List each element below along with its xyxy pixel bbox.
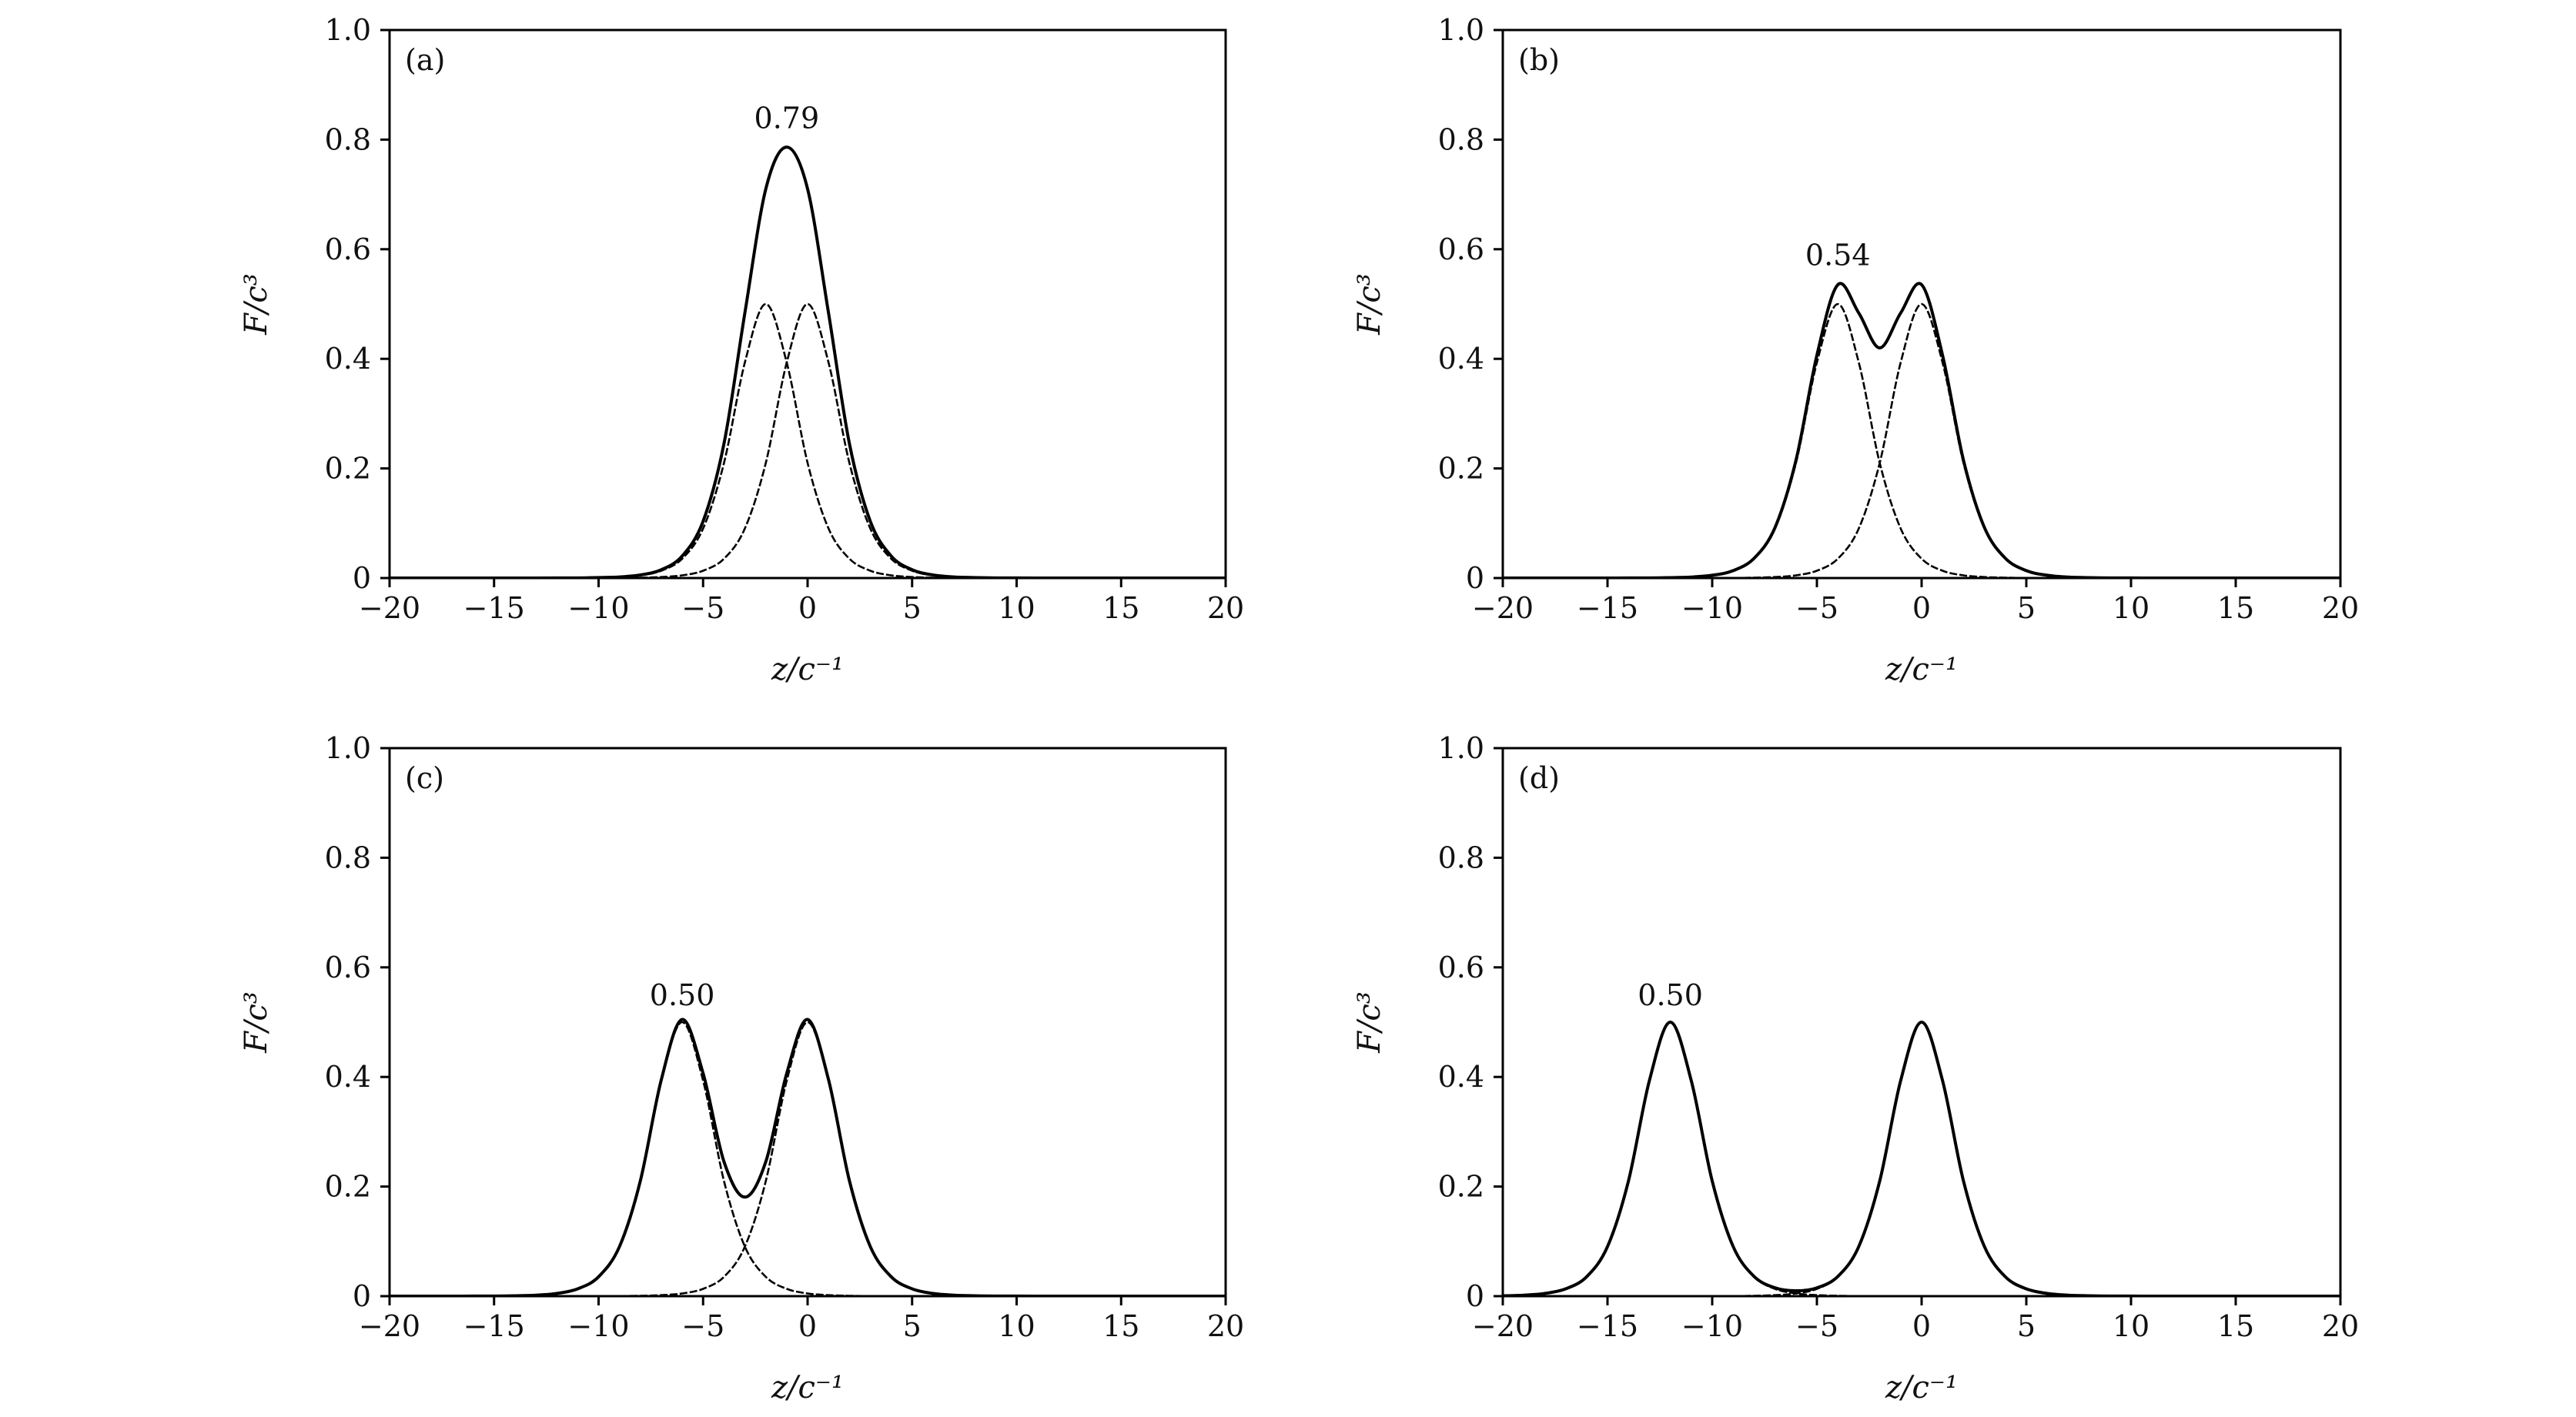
y-tick-label: 1.0 xyxy=(325,731,371,765)
component-line-1 xyxy=(390,302,1226,578)
component-line-1 xyxy=(1503,1021,2340,1296)
x-tick-label: 0 xyxy=(798,1309,817,1343)
y-tick-label: 0 xyxy=(353,561,371,595)
x-tick-label: −20 xyxy=(1472,591,1534,625)
panel-label: (a) xyxy=(405,43,445,77)
component-line-2 xyxy=(390,1021,1226,1296)
x-tick-label: −10 xyxy=(1681,591,1743,625)
x-tick-label: −15 xyxy=(1577,591,1638,625)
x-axis-label: z/c⁻¹ xyxy=(1885,652,1958,687)
x-tick-label: −10 xyxy=(1681,1309,1743,1343)
peak-annotation: 0.54 xyxy=(1805,239,1871,272)
y-axis-label: F/c³ xyxy=(1352,273,1387,336)
x-tick-label: −10 xyxy=(567,1309,629,1343)
x-tick-label: −5 xyxy=(681,591,724,625)
y-tick-label: 1.0 xyxy=(1438,13,1484,47)
x-tick-label: 15 xyxy=(1102,1309,1139,1343)
y-tick-label: 1.0 xyxy=(325,13,371,47)
x-axis-label: z/c⁻¹ xyxy=(1885,1370,1958,1405)
x-tick-label: 0 xyxy=(798,591,817,625)
y-axis-label: F/c³ xyxy=(239,273,274,336)
y-tick-label: 0.6 xyxy=(1438,232,1484,266)
panel-c: −20 −15 −10 −5 0 5 10 15 20 0 0.2 0.4 0.6 0.8 1.0 z/c⁻¹… xyxy=(239,731,1244,1405)
x-tick-label: 20 xyxy=(1207,591,1244,625)
x-tick-label: −5 xyxy=(681,1309,724,1343)
y-tick-label: 1.0 xyxy=(1438,731,1484,765)
x-tick-label: −15 xyxy=(1577,1309,1638,1343)
x-tick-label: 5 xyxy=(903,1309,922,1343)
panel-label: (c) xyxy=(405,761,444,795)
y-tick-label: 0.4 xyxy=(1438,342,1484,376)
y-tick-label: 0 xyxy=(353,1279,371,1313)
x-tick-label: −20 xyxy=(1472,1309,1534,1343)
x-tick-label: −15 xyxy=(463,1309,525,1343)
panel-label: (d) xyxy=(1518,761,1560,795)
x-tick-label: 20 xyxy=(2322,591,2359,625)
x-tick-label: 5 xyxy=(2017,1309,2036,1343)
panel-d: −20 −15 −10 −5 0 5 10 15 20 0 0.2 0.4 0.6 0.8 1.0 z/c⁻¹… xyxy=(1352,731,2359,1405)
x-tick-label: 10 xyxy=(2113,591,2149,625)
x-tick-label: 5 xyxy=(903,591,922,625)
x-tick-label: −5 xyxy=(1795,591,1838,625)
x-axis-label: z/c⁻¹ xyxy=(771,1370,844,1405)
x-tick-label: −5 xyxy=(1795,1309,1838,1343)
component-line-2 xyxy=(1503,1021,2340,1296)
x-tick-label: 15 xyxy=(2217,591,2254,625)
panel-a: −20 −15 −10 −5 0 5 10 15 20 0 0.2 0.4 0.6 0.8 1.0 z/c⁻¹… xyxy=(239,13,1244,687)
x-tick-label: 10 xyxy=(998,591,1035,625)
y-tick-label: 0 xyxy=(1466,1279,1484,1313)
y-tick-label: 0.8 xyxy=(1438,841,1484,874)
x-tick-label: 15 xyxy=(2217,1309,2254,1343)
y-tick-label: 0.4 xyxy=(325,1060,371,1094)
y-tick-label: 0.2 xyxy=(1438,452,1484,486)
x-tick-label: 0 xyxy=(1912,591,1931,625)
y-tick-label: 0.6 xyxy=(325,232,371,266)
x-tick-label: 20 xyxy=(2322,1309,2359,1343)
panel-label: (b) xyxy=(1518,43,1560,77)
y-tick-label: 0.2 xyxy=(325,452,371,486)
y-tick-label: 0.4 xyxy=(325,342,371,376)
sum-line xyxy=(390,1018,1226,1296)
x-tick-label: 5 xyxy=(2017,591,2036,625)
x-tick-label: 0 xyxy=(1912,1309,1931,1343)
peak-annotation: 0.50 xyxy=(650,978,715,1012)
x-tick-label: −20 xyxy=(359,1309,420,1343)
sum-line xyxy=(1503,282,2340,578)
component-line-2 xyxy=(390,302,1226,578)
y-tick-label: 0.2 xyxy=(325,1170,371,1204)
x-tick-label: 20 xyxy=(1207,1309,1244,1343)
sum-line xyxy=(1503,1020,2340,1296)
y-tick-label: 0.8 xyxy=(325,841,371,874)
x-axis-label: z/c⁻¹ xyxy=(771,652,844,687)
y-tick-label: 0.8 xyxy=(1438,122,1484,156)
component-line-1 xyxy=(1503,302,2340,578)
component-line-1 xyxy=(390,1021,1226,1296)
y-axis-label: F/c³ xyxy=(1352,991,1387,1054)
y-tick-label: 0.8 xyxy=(325,122,371,156)
x-tick-label: 10 xyxy=(2113,1309,2149,1343)
plot-frame xyxy=(388,747,1227,1298)
x-tick-label: −15 xyxy=(463,591,525,625)
x-tick-label: −20 xyxy=(359,591,420,625)
y-tick-label: 0 xyxy=(1466,561,1484,595)
peak-annotation: 0.79 xyxy=(754,102,820,135)
sum-line xyxy=(390,145,1226,578)
y-axis-label: F/c³ xyxy=(239,991,274,1054)
panel-b: −20 −15 −10 −5 0 5 10 15 20 0 0.2 0.4 0.6 0.8 1.0 z/c⁻¹… xyxy=(1352,13,2359,687)
x-tick-label: −10 xyxy=(567,591,629,625)
y-tick-label: 0.4 xyxy=(1438,1060,1484,1094)
x-tick-label: 10 xyxy=(998,1309,1035,1343)
y-tick-label: 0.6 xyxy=(1438,951,1484,984)
y-tick-label: 0.6 xyxy=(325,951,371,984)
component-line-2 xyxy=(1503,302,2340,578)
y-tick-label: 0.2 xyxy=(1438,1170,1484,1204)
peak-annotation: 0.50 xyxy=(1638,978,1703,1012)
x-tick-label: 15 xyxy=(1102,591,1139,625)
